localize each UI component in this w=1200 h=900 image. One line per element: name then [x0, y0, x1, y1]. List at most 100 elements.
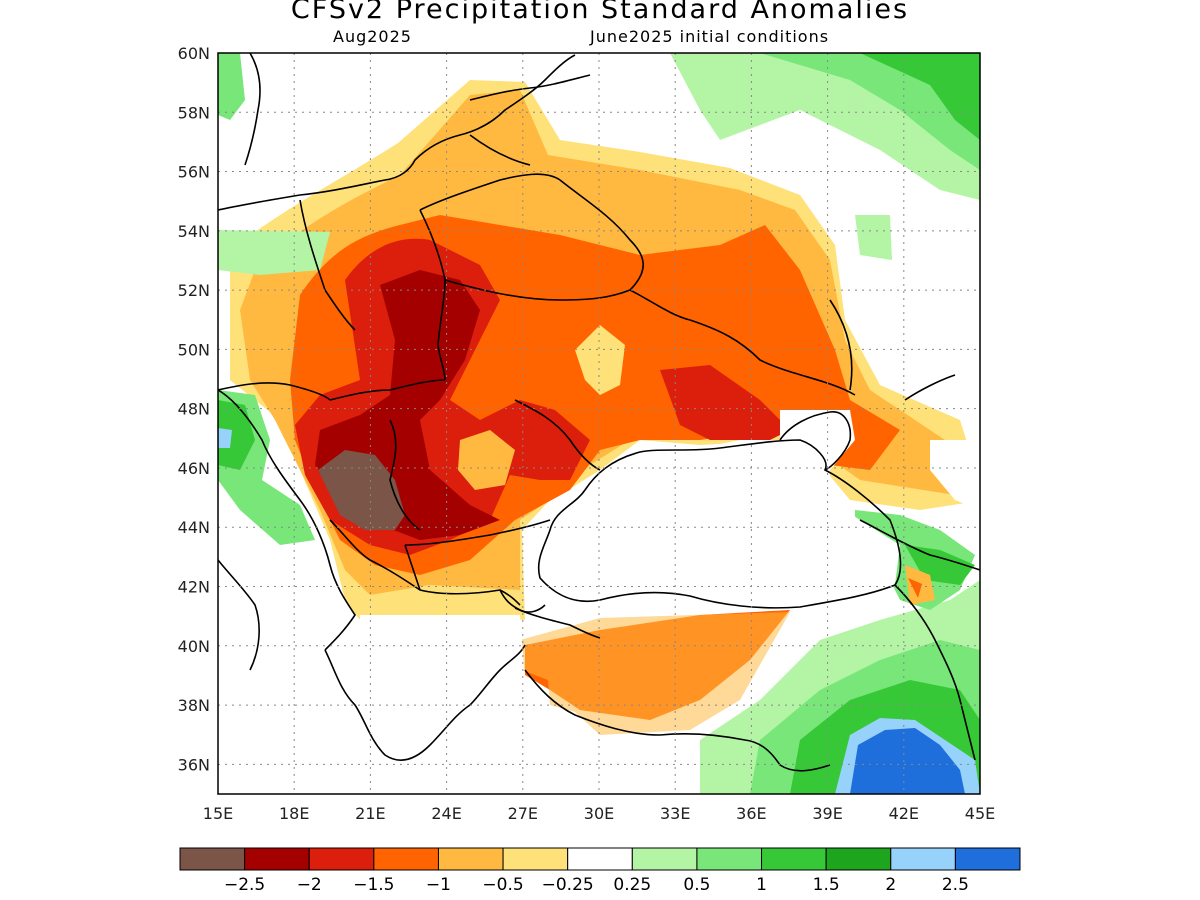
colorbar-label: 0.5: [683, 875, 710, 895]
border-ukraine-russia: [629, 289, 856, 396]
border-hungary-romania: [389, 419, 421, 531]
border-balkans: [329, 519, 521, 606]
border-poland-east: [419, 209, 446, 381]
colorbar-label: 2.5: [942, 875, 969, 895]
colorbar-swatch: [373, 847, 439, 871]
lat-tick-label: 50N: [178, 340, 210, 359]
colorbar-labels: −2.5 −2 −1.5 −1 −0.5 −0.25 0.25 0.5 1 1.5 2 2.5: [224, 875, 969, 895]
lat-tick-label: 56N: [178, 163, 210, 182]
colorbar-label: 1.5: [813, 875, 840, 895]
colorbar-swatch: [631, 847, 698, 871]
map-grid: [218, 53, 980, 794]
longitude-axis: 15E 18E 21E 24E 27E 30E 33E 36E 39E 42E 45E: [203, 804, 995, 823]
lon-tick-label: 21E: [355, 804, 385, 823]
lat-tick-label: 46N: [178, 459, 210, 478]
sweden-coast: [244, 53, 261, 166]
black-sea-coast: [537, 439, 902, 609]
dry-caucasus-core: [908, 578, 922, 598]
wet-east-patch: [855, 215, 892, 260]
wet-northeast-dark: [860, 53, 980, 140]
colorbar-label: 1: [756, 875, 767, 895]
lat-tick-label: 54N: [178, 222, 210, 241]
wet-west-patch: [218, 230, 330, 275]
italy-coast: [218, 559, 260, 671]
azov-mask: [780, 410, 855, 470]
colorbar-swatch: [244, 847, 310, 871]
dry-region-15-east: [660, 365, 790, 440]
colorbar-swatch: [954, 847, 1021, 871]
dry-pocket-ukraine: [575, 325, 625, 395]
dry-region-25: [318, 450, 405, 530]
colorbar-label: −2.5: [224, 875, 265, 895]
lon-tick-label: 27E: [508, 804, 538, 823]
colorbar-swatch: [890, 847, 956, 871]
colorbar-label: −2: [297, 875, 322, 895]
adriatic-coast: [218, 389, 356, 651]
lon-tick-label: 45E: [965, 804, 995, 823]
colorbar-label: −0.5: [482, 875, 523, 895]
colorbar-label: −1.5: [353, 875, 394, 895]
caspian-mask: [930, 440, 980, 510]
lat-tick-label: 52N: [178, 281, 210, 300]
colorbar-swatch: [567, 847, 633, 871]
colorbar: [179, 847, 1021, 871]
wet-northwest: [218, 53, 245, 120]
baltic-coast: [218, 54, 576, 211]
colorbar-swatch: [761, 847, 827, 871]
dry-pocket-romania: [458, 430, 515, 490]
lon-tick-label: 33E: [660, 804, 690, 823]
azov-coast: [779, 411, 852, 471]
border-belarus-russia: [559, 179, 644, 291]
lon-tick-label: 39E: [812, 804, 842, 823]
border-romania-bulgaria: [404, 519, 551, 546]
colorbar-swatch: [179, 847, 246, 871]
marmara-coast: [514, 607, 601, 639]
border-belarus-ukraine: [444, 279, 631, 301]
colorbar-swatch: [825, 847, 892, 871]
coastlines-borders: [218, 53, 980, 772]
lat-tick-label: 48N: [178, 400, 210, 419]
initial-conditions-label: June2025 initial conditions: [590, 27, 830, 46]
wet-turkey-blue: [850, 728, 965, 794]
black-sea-mask: [540, 440, 900, 608]
border-romania-moldova: [514, 399, 601, 471]
lon-tick-label: 24E: [431, 804, 461, 823]
lon-tick-label: 36E: [736, 804, 766, 823]
greece-coast: [324, 644, 526, 761]
wet-adriatic-blue: [218, 428, 232, 448]
chart-title: CFSv2 Precipitation Standard Anomalies: [290, 0, 910, 25]
lat-tick-label: 42N: [178, 578, 210, 597]
wet-adriatic-dark: [218, 400, 255, 470]
lat-tick-label: 40N: [178, 637, 210, 656]
colorbar-label: 2: [885, 875, 896, 895]
map-frame: [217, 52, 981, 795]
lat-tick-label: 38N: [178, 696, 210, 715]
colorbar-swatch: [502, 847, 569, 871]
lon-tick-label: 42E: [889, 804, 919, 823]
lon-tick-label: 15E: [203, 804, 233, 823]
lon-tick-label: 30E: [584, 804, 614, 823]
border-turkey-east: [894, 584, 976, 761]
colorbar-label: 0.25: [613, 875, 651, 895]
anomaly-field: [218, 53, 980, 794]
colorbar-swatch: [437, 847, 504, 871]
border-caucasus: [859, 519, 980, 571]
latitude-axis: 60N 58N 56N 54N 52N 50N 48N 46N 44N 42N 40N 38N 36N: [178, 44, 210, 774]
border-austria: [218, 382, 331, 401]
lat-tick-label: 58N: [178, 103, 210, 122]
turkey-south-coast: [524, 669, 831, 772]
colorbar-swatch: [308, 847, 375, 871]
lat-tick-label: 44N: [178, 518, 210, 537]
colorbar-swatch: [696, 847, 763, 871]
border-slovakia-hungary: [329, 379, 446, 401]
colorbar-label: −0.25: [542, 875, 594, 895]
lat-tick-label: 36N: [178, 755, 210, 774]
lat-tick-label: 60N: [178, 44, 210, 63]
volga-region: [829, 299, 956, 401]
gulf-finland: [469, 74, 591, 101]
colorbar-label: −1: [426, 875, 451, 895]
dry-region-05-turkey: [520, 612, 790, 735]
valid-month-label: Aug2025: [333, 27, 412, 46]
border-baltics: [419, 134, 561, 211]
